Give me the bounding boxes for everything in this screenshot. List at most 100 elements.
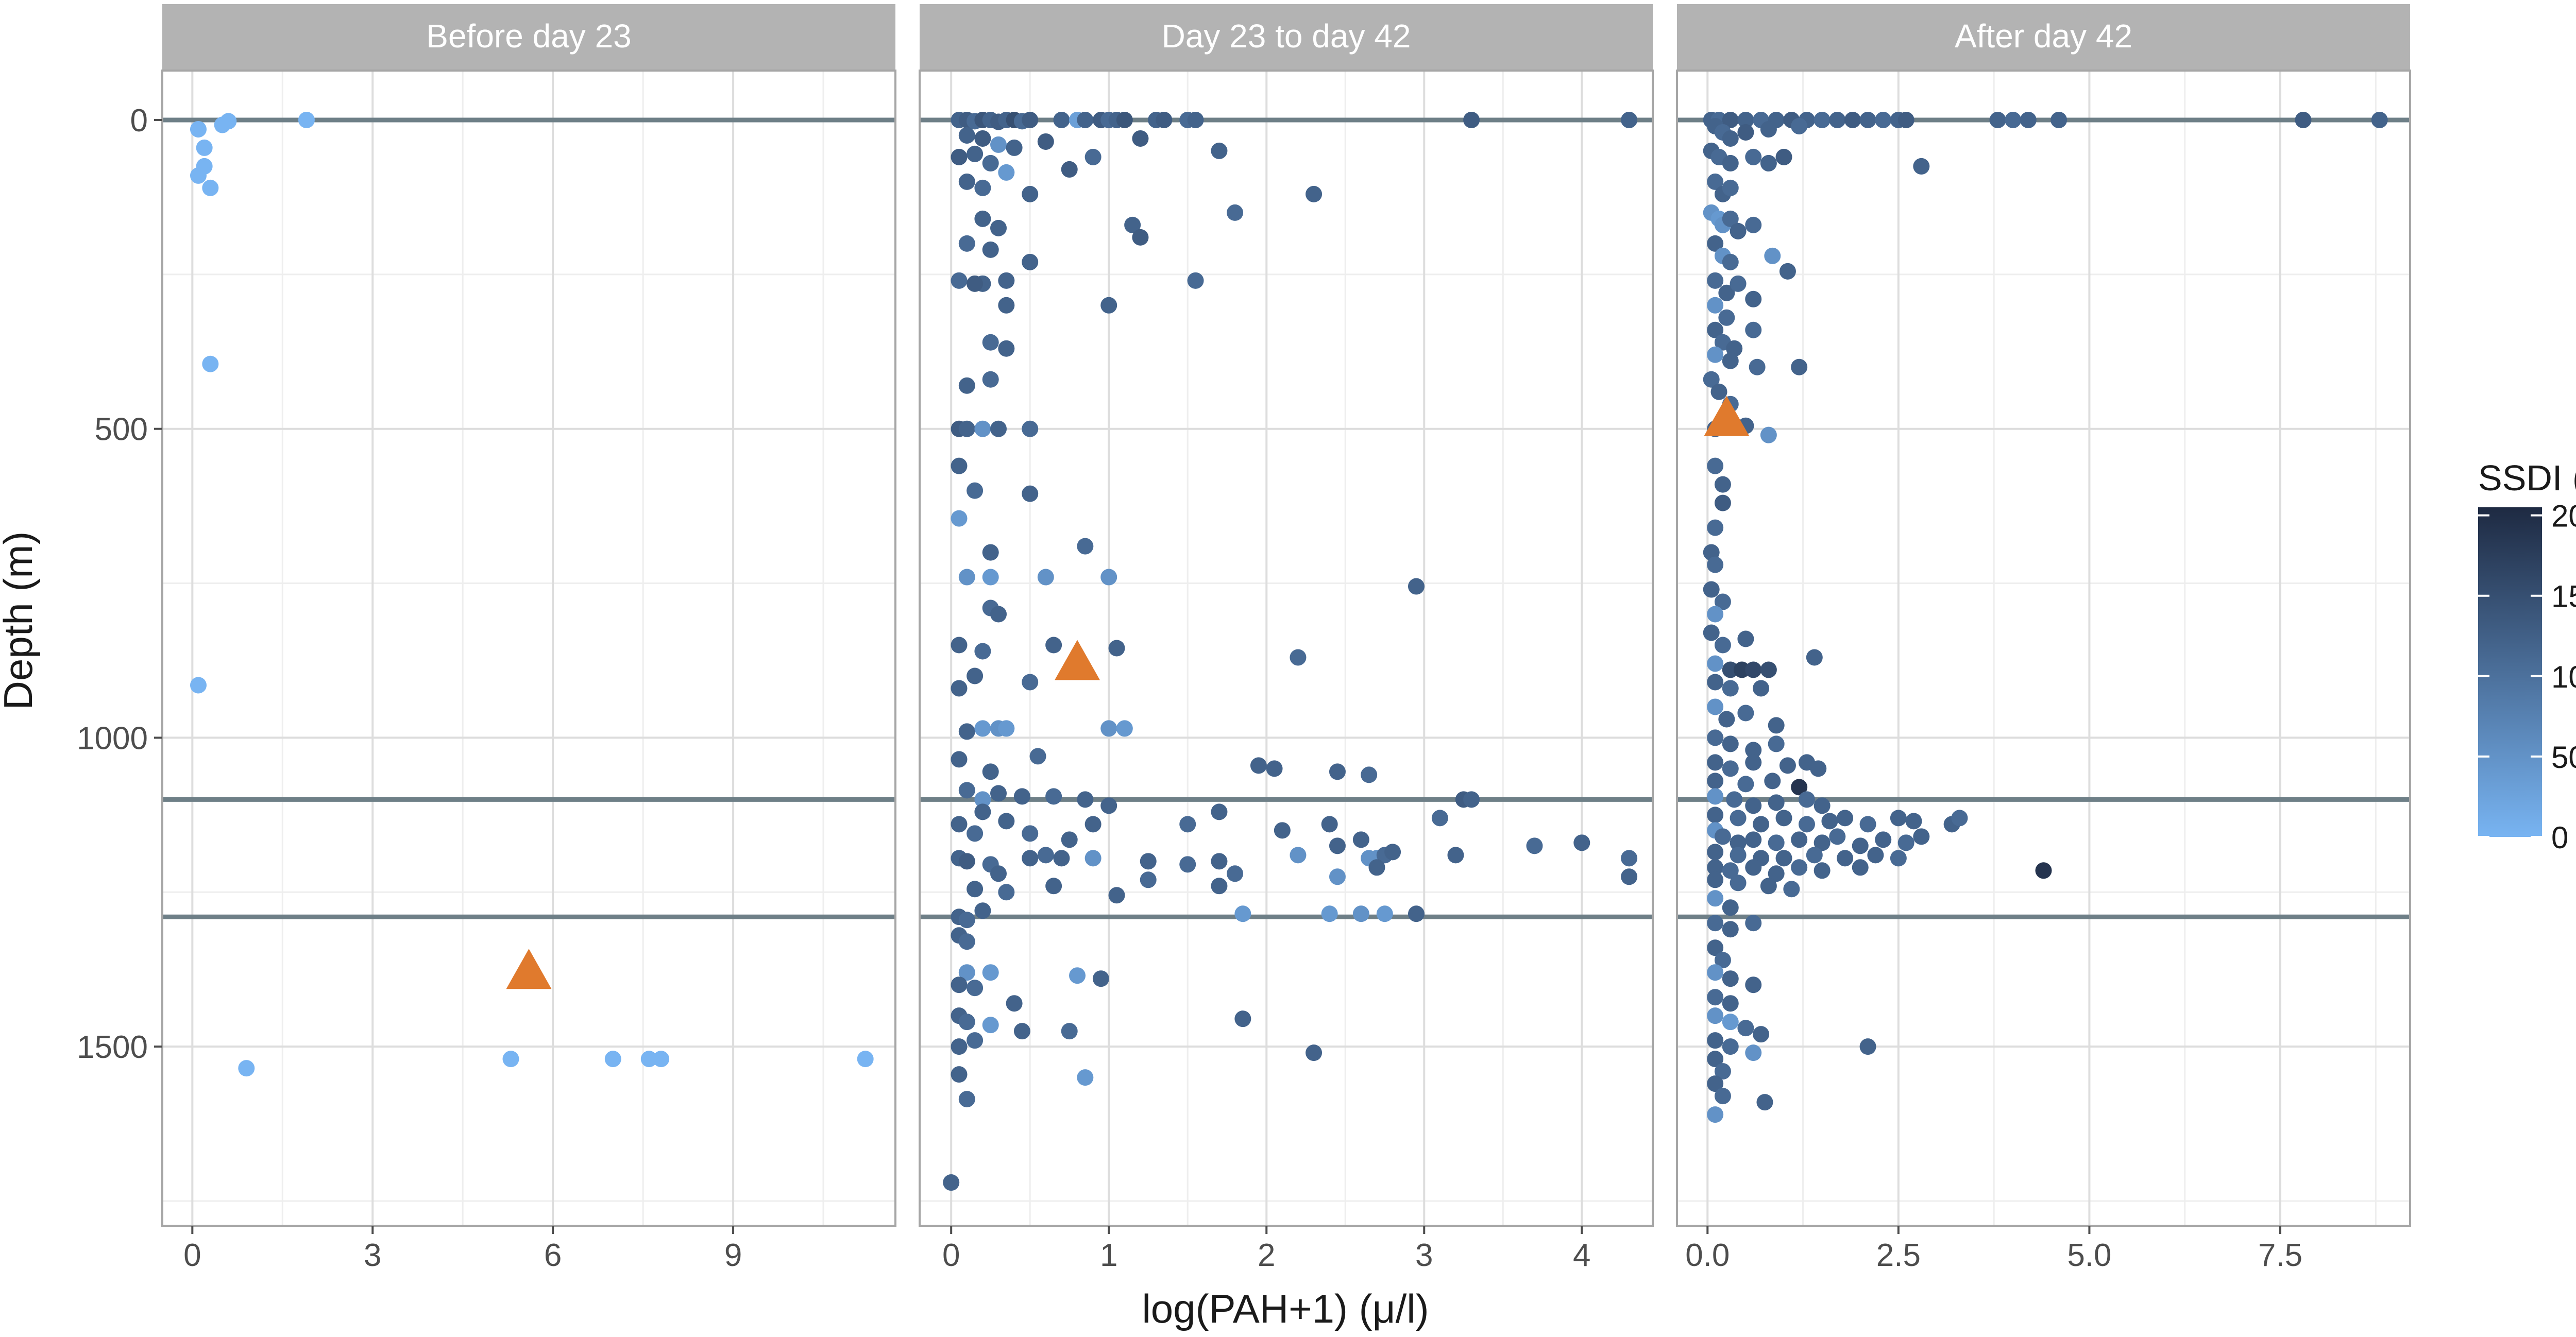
data-point — [1707, 606, 1724, 623]
facet-title: Before day 23 — [426, 18, 632, 55]
data-point — [1707, 939, 1724, 956]
data-point — [1211, 142, 1228, 159]
data-point — [1022, 674, 1039, 691]
data-point — [1837, 810, 1854, 827]
data-point — [1061, 1023, 1078, 1040]
data-point — [1989, 111, 2006, 128]
data-point — [1722, 735, 1739, 752]
data-point — [1730, 222, 1747, 239]
data-point — [1084, 816, 1101, 833]
data-point — [1844, 111, 1861, 128]
data-point — [1022, 185, 1039, 202]
data-point — [1707, 871, 1724, 888]
data-point — [1707, 773, 1724, 790]
data-point — [1829, 828, 1846, 845]
data-point — [1806, 847, 1823, 864]
data-point — [1722, 179, 1739, 196]
data-point — [1814, 797, 1831, 814]
data-point — [1718, 309, 1735, 326]
data-point — [1718, 711, 1735, 728]
data-point — [1227, 204, 1244, 221]
data-point — [951, 816, 968, 833]
x-tick-label: 5.0 — [2067, 1238, 2111, 1273]
data-point — [1306, 185, 1323, 202]
data-point — [1707, 915, 1724, 932]
data-point — [1745, 321, 1762, 338]
data-point — [958, 964, 975, 981]
facet-panel: Before day 23 0 3 6 9 — [161, 4, 896, 1273]
data-point — [1951, 810, 1968, 827]
data-point — [1768, 717, 1785, 734]
data-point — [1084, 148, 1101, 165]
data-point — [190, 677, 207, 694]
legend-tick-label: 20000 — [2551, 499, 2576, 534]
data-point — [990, 219, 1007, 236]
panel-background — [1677, 71, 2410, 1226]
x-tick-label: 9 — [724, 1238, 742, 1273]
data-point — [1897, 834, 1914, 851]
data-point — [1707, 519, 1724, 536]
data-point — [1722, 970, 1739, 987]
data-point — [1707, 859, 1724, 876]
data-point — [1108, 887, 1125, 904]
data-point — [1022, 485, 1039, 502]
data-point — [1768, 834, 1785, 851]
data-point — [1722, 862, 1739, 879]
data-point — [1156, 111, 1173, 128]
data-point — [1116, 720, 1133, 737]
data-point — [982, 1017, 999, 1034]
x-tick-label: 2 — [1258, 1238, 1275, 1273]
data-point — [1745, 915, 1762, 932]
data-point — [1621, 111, 1638, 128]
data-point — [1100, 297, 1117, 314]
data-point — [1707, 457, 1724, 474]
data-point — [1321, 905, 1338, 922]
data-point — [1707, 729, 1724, 746]
data-point — [1037, 569, 1054, 586]
data-point — [1791, 779, 1808, 796]
data-point — [1753, 816, 1770, 833]
data-point — [1707, 807, 1724, 824]
data-point — [1737, 111, 1754, 128]
data-point — [1707, 556, 1724, 573]
data-point — [1116, 111, 1133, 128]
data-point — [1132, 130, 1149, 147]
data-point — [967, 980, 984, 997]
data-point — [1852, 859, 1869, 876]
data-point — [982, 763, 999, 780]
data-point — [943, 1174, 960, 1191]
data-point — [1779, 263, 1796, 280]
data-point — [951, 1066, 968, 1083]
data-point — [1768, 735, 1785, 752]
x-tick-label: 1 — [1100, 1238, 1117, 1273]
data-point — [1722, 661, 1739, 678]
data-point — [1829, 111, 1846, 128]
x-tick-label: 4 — [1573, 1238, 1590, 1273]
data-point — [1463, 111, 1480, 128]
data-point — [990, 136, 1007, 153]
data-point — [1053, 111, 1070, 128]
data-point — [1022, 825, 1039, 842]
data-point — [951, 680, 968, 697]
data-point — [1707, 321, 1724, 338]
data-point — [202, 179, 219, 196]
data-point — [974, 720, 991, 737]
data-point — [1714, 1063, 1731, 1080]
data-point — [1100, 569, 1117, 586]
data-point — [1290, 649, 1307, 666]
data-point — [1722, 921, 1739, 938]
data-point — [951, 751, 968, 768]
legend-tick-label: 15000 — [2551, 579, 2576, 614]
data-point — [974, 130, 991, 147]
data-point — [1737, 124, 1754, 141]
data-point — [1730, 834, 1747, 851]
data-point — [1329, 763, 1346, 780]
data-point — [1745, 742, 1762, 759]
y-tick-label: 1000 — [77, 721, 148, 756]
data-point — [982, 964, 999, 981]
x-tick-label: 3 — [1415, 1238, 1433, 1273]
data-point — [974, 902, 991, 919]
data-point — [951, 272, 968, 289]
data-point — [1573, 834, 1590, 851]
data-point — [298, 111, 315, 128]
